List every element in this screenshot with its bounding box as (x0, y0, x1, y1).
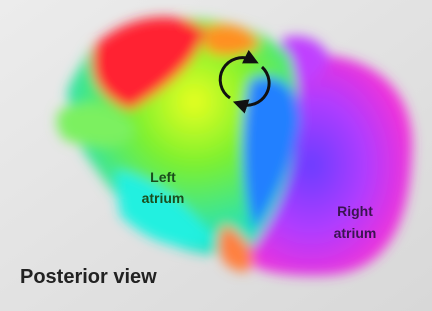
label-line: Right (337, 203, 373, 219)
page: Left atrium Right atrium Posterior view … (0, 0, 432, 311)
label-line: atrium (142, 190, 185, 206)
activation-map: Left atrium Right atrium Posterior view (0, 0, 432, 311)
caption: Posterior view (20, 266, 157, 288)
label-line: atrium (334, 225, 377, 241)
label-line: Left (150, 169, 176, 185)
